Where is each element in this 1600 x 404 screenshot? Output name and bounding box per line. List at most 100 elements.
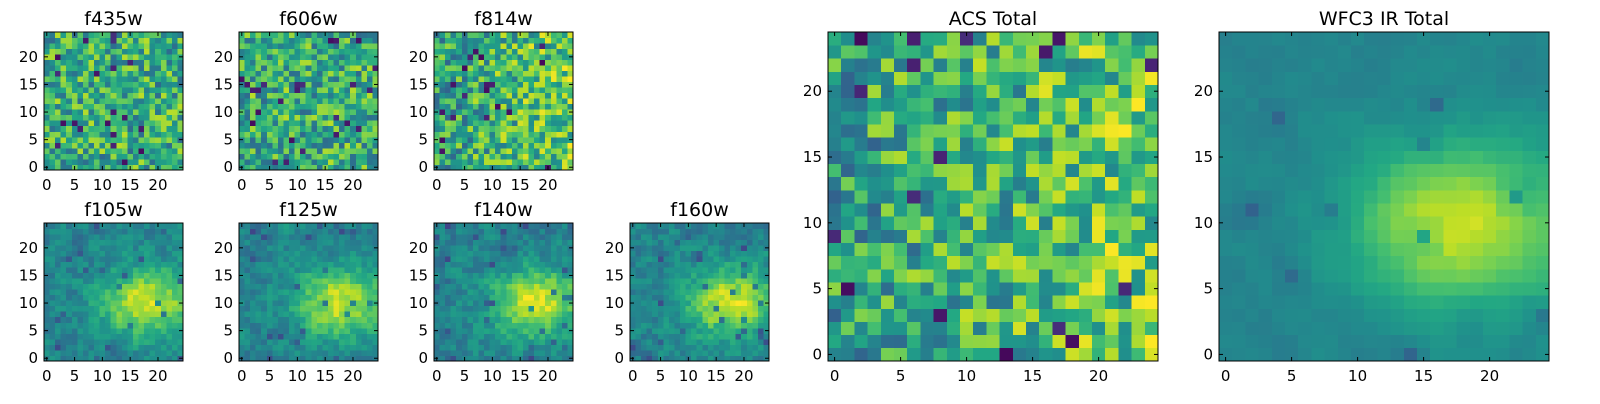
heatmap-cell <box>172 251 178 257</box>
heatmap-cell <box>534 93 540 99</box>
heatmap-cell <box>434 142 440 148</box>
heatmap-cell <box>478 131 484 137</box>
heatmap-cell <box>540 71 546 77</box>
heatmap-cell <box>88 120 94 126</box>
heatmap-cell <box>311 311 317 317</box>
heatmap-cell <box>663 273 669 279</box>
heatmap-cell <box>278 43 284 49</box>
heatmap-cell <box>256 87 262 93</box>
heatmap-cell <box>77 93 83 99</box>
heatmap-cell <box>289 120 295 126</box>
heatmap-cell <box>529 262 535 268</box>
heatmap-cell <box>44 278 50 284</box>
heatmap-cell <box>150 142 156 148</box>
heatmap-cell <box>551 295 557 301</box>
heatmap-cell <box>440 306 446 312</box>
heatmap-cell <box>150 159 156 165</box>
heatmap-cell <box>261 65 267 71</box>
heatmap-cell <box>322 300 328 306</box>
heatmap-cell <box>161 333 167 339</box>
heatmap-cell <box>139 278 145 284</box>
heatmap-cell <box>741 262 747 268</box>
heatmap-cell <box>440 267 446 273</box>
heatmap-cell <box>139 284 145 290</box>
heatmap-cell <box>434 234 440 240</box>
heatmap-cell <box>512 87 518 93</box>
heatmap-cell <box>367 71 373 77</box>
heatmap-cell <box>434 251 440 257</box>
heatmap-cell <box>367 273 373 279</box>
heatmap-cell <box>473 256 479 262</box>
x-tick-label: 0 <box>432 367 442 385</box>
heatmap-cell <box>828 203 842 217</box>
heatmap-cell <box>261 71 267 77</box>
heatmap-cell <box>256 267 262 273</box>
heatmap-cell <box>484 256 490 262</box>
heatmap-cell <box>328 284 334 290</box>
heatmap-cell <box>172 142 178 148</box>
heatmap-cell <box>256 317 262 323</box>
heatmap-cell <box>1026 322 1040 336</box>
heatmap-cell <box>1026 177 1040 191</box>
heatmap-cell <box>445 126 451 132</box>
heatmap-cell <box>267 65 273 71</box>
heatmap-cell <box>1132 282 1146 296</box>
heatmap-cell <box>139 240 145 246</box>
heatmap-cell <box>239 344 245 350</box>
heatmap-cell <box>122 339 128 345</box>
heatmap-cell <box>116 278 122 284</box>
heatmap-cell <box>261 339 267 345</box>
heatmap-cell <box>55 109 61 115</box>
heatmap-cell <box>239 262 245 268</box>
heatmap-cell <box>725 245 731 251</box>
heatmap-cell <box>473 126 479 132</box>
heatmap-cell <box>478 54 484 60</box>
heatmap-cell <box>501 98 507 104</box>
heatmap-cell <box>551 234 557 240</box>
heatmap-cell <box>506 251 512 257</box>
heatmap-cell <box>66 142 72 148</box>
heatmap-cell <box>55 284 61 290</box>
y-tick-label: 10 <box>19 103 38 121</box>
heatmap-cell <box>506 284 512 290</box>
heatmap-cell <box>300 328 306 334</box>
heatmap-cell <box>111 311 117 317</box>
heatmap-cell <box>490 333 496 339</box>
heatmap-cell <box>116 153 122 159</box>
heatmap-cell <box>752 273 758 279</box>
heatmap-cell <box>295 284 301 290</box>
heatmap-cell <box>289 109 295 115</box>
heatmap-cell <box>311 148 317 154</box>
heatmap-cell <box>523 109 529 115</box>
heatmap-cell <box>473 93 479 99</box>
heatmap-cell <box>361 131 367 137</box>
heatmap-cell <box>636 344 642 350</box>
heatmap-cell <box>50 87 56 93</box>
heatmap-cell <box>647 267 653 273</box>
heatmap-cell <box>730 328 736 334</box>
heatmap-cell <box>1000 335 1014 349</box>
heatmap-cell <box>61 87 67 93</box>
heatmap-cells <box>828 32 1158 361</box>
heatmap-cell <box>697 267 703 273</box>
heatmap-cell <box>652 284 658 290</box>
heatmap-cell <box>1132 243 1146 257</box>
heatmap-cell <box>702 262 708 268</box>
heatmap-cell <box>854 203 868 217</box>
heatmap-cell <box>245 328 251 334</box>
y-tick-label: 5 <box>28 131 38 149</box>
heatmap-cell <box>828 308 842 322</box>
heatmap-cell <box>155 289 161 295</box>
heatmap-cell <box>289 148 295 154</box>
heatmap-cell <box>545 93 551 99</box>
heatmap-cell <box>630 295 636 301</box>
heatmap-cell <box>111 60 117 66</box>
heatmap-cell <box>272 71 278 77</box>
heatmap-cell <box>702 306 708 312</box>
heatmap-cell <box>116 311 122 317</box>
heatmap-cell <box>116 65 122 71</box>
heatmap-cell <box>272 339 278 345</box>
heatmap-cell <box>534 322 540 328</box>
heatmap-cell <box>641 333 647 339</box>
heatmap-cell <box>440 76 446 82</box>
